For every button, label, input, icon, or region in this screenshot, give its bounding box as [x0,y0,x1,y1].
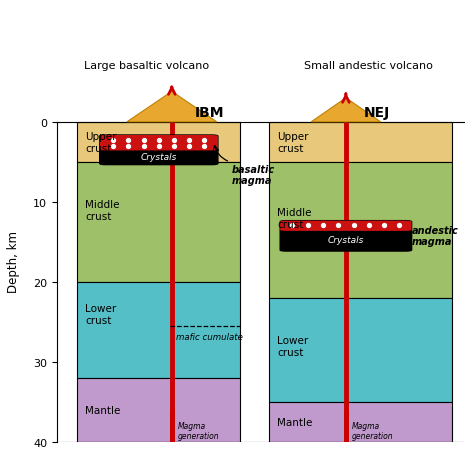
Polygon shape [311,99,381,123]
Text: Mantle: Mantle [85,405,121,415]
FancyBboxPatch shape [100,136,218,165]
Bar [269,123,452,162]
Y-axis label: Depth, km: Depth, km [7,231,20,293]
Text: Crystals: Crystals [328,236,364,245]
Text: andestic
magma: andestic magma [411,225,458,247]
Text: basaltic
magma: basaltic magma [232,164,275,186]
Text: Lower
crust: Lower crust [277,336,308,357]
Text: Mantle: Mantle [277,417,312,427]
Text: Small andestic volcano: Small andestic volcano [304,60,433,71]
FancyBboxPatch shape [280,221,411,252]
Text: Middle
crust: Middle crust [277,207,311,229]
Bar [269,402,452,442]
Text: Upper
crust: Upper crust [85,132,117,153]
Bar [269,298,452,402]
Bar [77,162,240,282]
Bar [77,282,240,378]
Text: NEJ: NEJ [364,106,391,120]
Text: IBM: IBM [194,106,224,120]
Bar [77,378,240,442]
Text: Magma
generation: Magma generation [352,421,393,440]
Text: mafic cumulate: mafic cumulate [176,332,243,341]
Text: Middle
crust: Middle crust [85,200,120,221]
Polygon shape [127,92,217,123]
Text: Large basaltic volcano: Large basaltic volcano [84,60,209,71]
FancyBboxPatch shape [100,136,218,151]
Text: Crystals: Crystals [141,152,177,161]
FancyBboxPatch shape [280,221,411,231]
Text: Lower
crust: Lower crust [85,304,117,325]
Text: Upper
crust: Upper crust [277,132,309,153]
Bar [269,162,452,298]
Bar [77,123,240,162]
Text: Magma
generation: Magma generation [178,421,219,440]
